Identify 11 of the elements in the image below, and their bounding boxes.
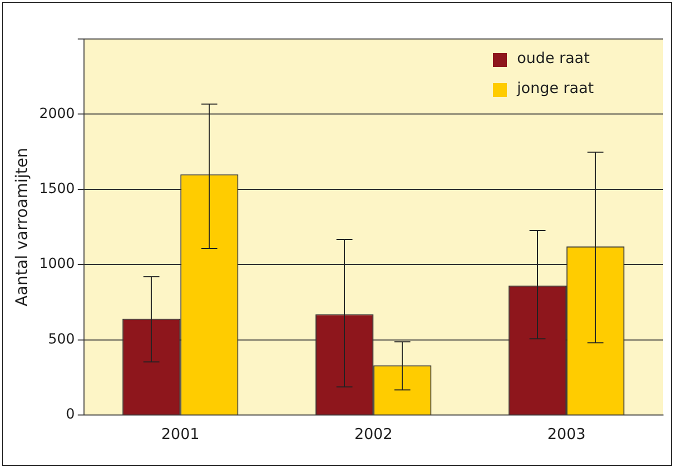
y-tick-label: 500 [48,331,75,348]
y-axis-title: Aantal varroamijten [12,148,31,306]
x-tick-label: 2003 [547,424,586,443]
y-tick-label: 2000 [39,106,75,122]
legend-label: jonge raat [516,78,594,97]
y-tick-label: 0 [66,406,75,423]
legend-label: oude raat [517,48,590,67]
y-tick-label: 1000 [39,256,75,272]
y-tick-label: 1500 [39,181,75,198]
x-tick-label: 2002 [354,424,393,443]
x-tick-label: 2001 [161,424,200,443]
